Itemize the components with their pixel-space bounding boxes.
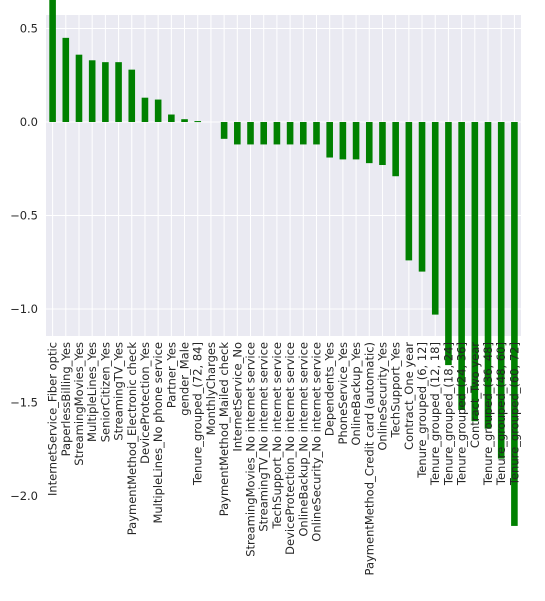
y-tick-labels: 1.00.50.0−0.5−1.0−1.5−2.0 — [10, 22, 38, 504]
bar — [49, 0, 56, 122]
bar — [88, 60, 96, 122]
x-tick-labels: InternetService_Fiber optic PaperlessBill… — [46, 342, 522, 576]
bar — [194, 121, 202, 123]
x-tick-label: StreamingTV_No internet service — [257, 342, 271, 532]
bar — [154, 99, 162, 122]
bar — [405, 122, 413, 261]
bar — [247, 122, 254, 145]
bar — [168, 114, 175, 122]
y-gridlines — [46, 28, 521, 497]
x-tick-label: OnlineSecurity_No internet service — [309, 342, 323, 542]
bar — [128, 69, 136, 122]
bar — [458, 122, 465, 410]
x-tick-label: MonthlyCharges — [204, 342, 218, 435]
bar — [220, 122, 228, 139]
x-tick-label: Tenure_grouped_(18, 24] — [441, 342, 455, 486]
x-tick-label: StreamingMovies_No internet service — [244, 342, 258, 557]
bar — [260, 122, 268, 145]
bar — [445, 122, 452, 366]
x-tick-label: InternetService_Fiber optic — [46, 342, 60, 496]
y-tick-label: −1.5 — [10, 396, 38, 410]
bar — [497, 122, 505, 459]
x-tick-label: InternetService_No — [230, 342, 244, 452]
x-tick-label: Tenure_grouped_(60, 72] — [507, 342, 521, 486]
y-tick-label: −2.0 — [10, 489, 38, 503]
x-tick-label: SeniorCitizen_Yes — [98, 342, 112, 442]
bar — [299, 122, 307, 145]
x-tick-label: PhoneService_Yes — [336, 342, 350, 444]
x-tick-label: OnlineBackup_No internet service — [296, 342, 310, 537]
bar — [234, 122, 241, 145]
x-tick-label: PaymentMethod_Mailed check — [217, 342, 231, 517]
bar — [313, 122, 320, 145]
bar — [141, 97, 149, 122]
x-tick-label: Partner_Yes — [164, 342, 178, 408]
bar — [181, 119, 188, 122]
y-tick-label: −0.5 — [10, 209, 38, 223]
x-tick-label: Tenure_grouped_(36, 48] — [481, 342, 495, 486]
x-tick-label: MultipleLines_Yes — [85, 342, 99, 442]
x-tick-label: OnlineBackup_Yes — [349, 342, 363, 446]
y-tick-label: 0.5 — [20, 22, 38, 36]
x-tick-label: PaperlessBilling_Yes — [59, 342, 73, 456]
x-tick-label: PaymentMethod_Credit card (automatic) — [362, 342, 376, 575]
x-tick-label: TechSupport_Yes — [389, 342, 403, 439]
bar — [418, 122, 426, 272]
x-tick-label: DeviceProtection_No internet service — [283, 342, 297, 555]
bar — [365, 122, 373, 164]
bar — [392, 122, 399, 177]
bar — [62, 37, 70, 122]
y-tick-label: −1.0 — [10, 302, 38, 316]
bar — [511, 122, 518, 526]
x-tick-label: Contract_One year — [402, 342, 416, 450]
x-tick-label: Tenure_grouped_(6, 12] — [415, 342, 429, 479]
bar — [326, 122, 333, 158]
x-tick-label: Tenure_grouped_(24, 36] — [455, 342, 469, 486]
bar — [115, 62, 122, 122]
bar — [431, 122, 439, 315]
bar — [471, 122, 479, 422]
x-tick-label: StreamingMovies_Yes — [72, 342, 86, 466]
x-tick-label: OnlineSecurity_Yes — [375, 342, 389, 451]
x-tick-label: Tenure_grouped_(72, 84] — [191, 342, 205, 486]
x-tick-label: StreamingTV_Yes — [112, 342, 126, 441]
bar — [352, 122, 360, 160]
bar — [379, 122, 386, 166]
bar — [75, 54, 83, 122]
plot-area — [46, 15, 521, 336]
y-tick-label: 0.0 — [20, 115, 38, 129]
x-tick-label: Tenure_grouped_(48, 60] — [494, 342, 508, 486]
x-tick-label: PaymentMethod_Electronic check — [125, 342, 139, 536]
x-tick-label: DeviceProtection_Yes — [138, 342, 152, 464]
bar — [102, 62, 109, 122]
x-tick-label: Dependents_Yes — [323, 342, 337, 436]
x-tick-label: Tenure_grouped_(12, 18] — [428, 342, 442, 486]
x-tick-label: TechSupport_No internet service — [270, 342, 284, 530]
x-tick-label: MultipleLines_No phone service — [151, 342, 165, 524]
x-tick-label: gender_Male — [178, 342, 192, 416]
bars — [49, 0, 518, 526]
bar — [286, 122, 294, 145]
bar — [339, 122, 347, 160]
bar — [273, 122, 281, 145]
bar — [484, 122, 492, 429]
x-tick-label: Contract_Two year — [468, 342, 482, 448]
